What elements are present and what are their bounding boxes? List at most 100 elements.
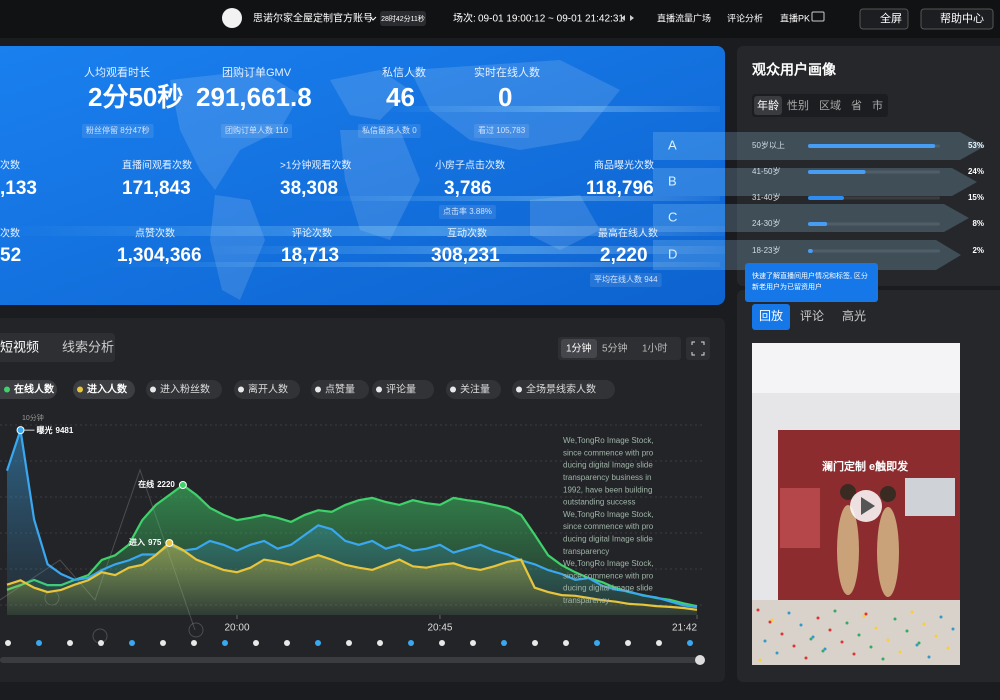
person-head bbox=[880, 486, 896, 502]
light-streaks bbox=[0, 106, 725, 267]
legend-dot bbox=[4, 386, 10, 393]
nav-link[interactable]: 评论分析 bbox=[727, 12, 763, 23]
confetti bbox=[869, 645, 873, 649]
legend-dot bbox=[150, 386, 156, 393]
expand-button[interactable] bbox=[686, 337, 710, 360]
expand-icon bbox=[691, 341, 705, 356]
line bbox=[5, 429, 698, 609]
nav-link[interactable]: 直播PK bbox=[780, 12, 810, 23]
confetti bbox=[758, 658, 762, 662]
prev-arrow[interactable] bbox=[621, 15, 625, 21]
fullscreen-label[interactable]: 全屏 bbox=[880, 11, 902, 25]
next-arrow[interactable] bbox=[630, 15, 634, 21]
interval-button[interactable]: 1小时 bbox=[642, 343, 668, 355]
timeline-dot bbox=[346, 640, 352, 646]
timeline-dot bbox=[470, 640, 476, 646]
interval-button[interactable]: 5分钟 bbox=[602, 342, 628, 355]
bar-value: 2% bbox=[972, 246, 984, 255]
screen bbox=[905, 478, 955, 516]
legend-label[interactable]: 离开人数 bbox=[248, 383, 288, 396]
timeline-dot bbox=[160, 640, 166, 646]
confetti bbox=[893, 617, 897, 621]
timeline-dot bbox=[67, 640, 73, 646]
tab[interactable]: 回放 bbox=[759, 308, 783, 323]
legend-dot bbox=[238, 386, 244, 393]
legend-label[interactable]: 进入人数 bbox=[87, 383, 128, 396]
metric-value: 3,786 bbox=[444, 178, 492, 199]
metric-label: 互动次数 bbox=[447, 227, 487, 240]
nav-link[interactable]: 直播流量广场 bbox=[657, 12, 711, 23]
overlay-banner bbox=[653, 204, 969, 232]
tab[interactable]: 市 bbox=[872, 98, 883, 112]
tab[interactable]: 区域 bbox=[819, 99, 841, 112]
confetti bbox=[857, 633, 861, 637]
confetti bbox=[787, 611, 791, 615]
legend-label[interactable]: 关注量 bbox=[460, 383, 490, 396]
series-name: 进入 bbox=[129, 537, 145, 547]
tooltip bbox=[745, 263, 878, 302]
tab[interactable]: 短视频 bbox=[0, 339, 39, 354]
interval-button[interactable]: 1分钟 bbox=[566, 342, 592, 355]
legend-label[interactable]: 评论量 bbox=[386, 383, 416, 396]
legend-label[interactable]: 进入粉丝数 bbox=[160, 383, 210, 396]
legend-chip[interactable] bbox=[372, 380, 434, 399]
confetti bbox=[852, 652, 856, 656]
timeline-dot bbox=[315, 640, 321, 646]
tab[interactable]: 评论 bbox=[800, 309, 824, 323]
area bbox=[7, 543, 697, 615]
help-label[interactable]: 帮助中心 bbox=[940, 11, 984, 25]
legend-label[interactable]: 全场景线索人数 bbox=[526, 383, 596, 396]
tab[interactable]: 线索分析 bbox=[62, 339, 114, 354]
bar-track bbox=[808, 222, 940, 226]
data-label: 进入 975 bbox=[129, 537, 162, 547]
legend-chip[interactable] bbox=[73, 380, 135, 399]
legend-chip[interactable] bbox=[0, 380, 57, 399]
tab[interactable]: 年龄 bbox=[757, 98, 779, 112]
scrubber-track[interactable] bbox=[0, 657, 700, 663]
confetti bbox=[840, 640, 844, 644]
help-button[interactable] bbox=[920, 8, 994, 30]
interval-active bbox=[561, 339, 597, 358]
confetti bbox=[946, 646, 950, 650]
tab[interactable]: 省 bbox=[851, 99, 862, 112]
data-label: 在线 2220 bbox=[138, 479, 175, 489]
legend-label[interactable]: 在线人数 bbox=[14, 383, 55, 396]
confetti bbox=[756, 608, 760, 612]
video bbox=[752, 343, 960, 665]
legend-chip[interactable] bbox=[446, 380, 501, 399]
confetti bbox=[881, 657, 885, 661]
metric-label: 次数 bbox=[0, 159, 20, 172]
metric-label: >1分钟观看次数 bbox=[280, 159, 351, 172]
metric-sub-bg bbox=[439, 205, 496, 219]
person bbox=[837, 505, 859, 595]
tab[interactable]: 高光 bbox=[842, 308, 866, 323]
overlay-banner bbox=[653, 168, 977, 196]
scrubber-handle[interactable] bbox=[695, 655, 705, 665]
metric-value: 46 bbox=[386, 82, 415, 112]
streak bbox=[200, 246, 725, 254]
metric-value: 0 bbox=[498, 82, 512, 112]
metric-label: 次数 bbox=[0, 227, 20, 240]
legend-label[interactable]: 点赞量 bbox=[325, 383, 355, 396]
confetti bbox=[864, 612, 868, 616]
confetti bbox=[905, 629, 909, 633]
confetti bbox=[780, 632, 784, 636]
fullscreen-button[interactable] bbox=[859, 8, 909, 30]
bar bbox=[808, 196, 844, 200]
account-name[interactable]: 思诺尔家全屋定制官方账号 bbox=[253, 12, 373, 25]
metric-label: 实时在线人数 bbox=[474, 65, 540, 79]
tab[interactable]: 性别 bbox=[787, 98, 809, 112]
monitor-icon[interactable] bbox=[811, 11, 825, 22]
watermark-text: ducing digital Image slide bbox=[563, 461, 653, 470]
legend-chip[interactable] bbox=[311, 380, 369, 399]
legend-chip[interactable] bbox=[146, 380, 222, 399]
legend-chip[interactable] bbox=[234, 380, 300, 399]
bar-track bbox=[808, 249, 940, 253]
person-head bbox=[840, 484, 856, 500]
legend-chip[interactable] bbox=[512, 380, 615, 399]
overlay-banner bbox=[653, 132, 985, 160]
x-tick-label: 21:42 bbox=[672, 623, 697, 634]
metric-label: 小房子点击次数 bbox=[435, 159, 505, 172]
confetti bbox=[934, 634, 938, 638]
confetti bbox=[922, 622, 926, 626]
